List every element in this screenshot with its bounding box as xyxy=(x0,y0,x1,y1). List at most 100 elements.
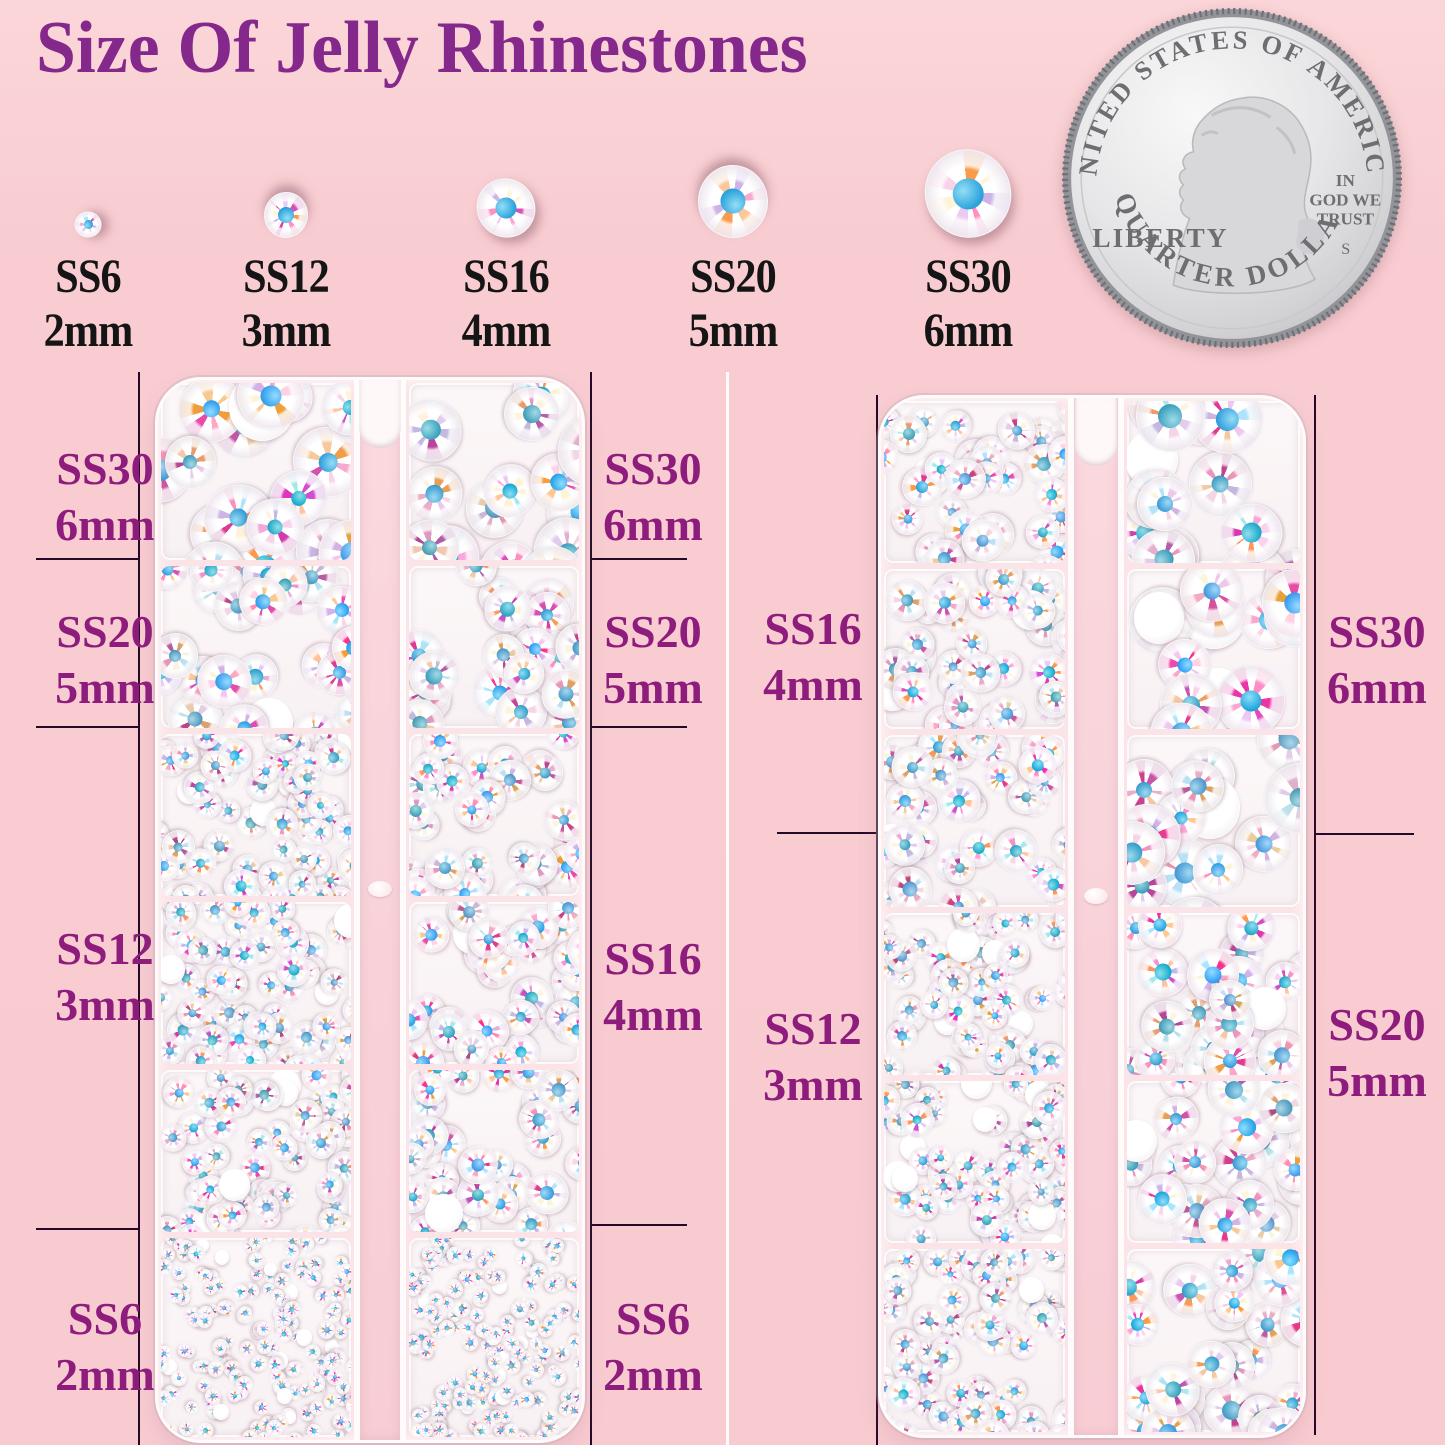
stone-center-facet xyxy=(297,879,308,889)
stone-center-facet xyxy=(328,1398,335,1404)
stone-center-facet xyxy=(423,1427,429,1433)
stone-center-facet xyxy=(464,1275,471,1283)
rhinestone-box-2 xyxy=(878,395,1306,1438)
rhinestone xyxy=(409,512,466,560)
rhinestone xyxy=(195,1421,215,1437)
rhinestone xyxy=(333,1325,348,1340)
stone-center-facet xyxy=(424,1084,436,1095)
stone-center-facet xyxy=(438,861,452,875)
stone-center-facet xyxy=(1277,973,1294,991)
stone-center-facet xyxy=(409,712,432,728)
box1-right-label-ss30: SS30 6mm xyxy=(592,441,714,553)
stone-center-facet xyxy=(998,705,1015,722)
stone-center-facet xyxy=(225,1097,237,1108)
stone-center-facet xyxy=(576,1361,579,1369)
stone-center-facet xyxy=(979,1212,994,1227)
stone-center-facet xyxy=(1127,1062,1136,1075)
sample-size: 2mm xyxy=(43,304,134,357)
stone-center-facet xyxy=(413,1053,433,1064)
stone-center-facet xyxy=(884,415,891,430)
stone-center-facet xyxy=(482,1373,489,1379)
stone-center-facet xyxy=(161,1264,169,1271)
stone-center-facet xyxy=(308,1273,317,1282)
stone-center-facet xyxy=(994,1051,1002,1060)
stone-center-facet xyxy=(237,1289,243,1295)
rhinestone xyxy=(512,1238,532,1249)
stone-center-facet xyxy=(503,1387,511,1395)
label-size: 5mm xyxy=(1327,1055,1427,1106)
stone-center-facet xyxy=(465,1042,478,1055)
size-group-divider xyxy=(590,726,687,728)
stone-center-facet xyxy=(211,1151,221,1162)
stone-center-facet xyxy=(1258,1315,1278,1334)
stone-center-facet xyxy=(719,187,747,216)
stone-center-facet xyxy=(465,1325,471,1331)
stone-center-facet xyxy=(1277,735,1300,751)
stone-center-facet xyxy=(166,1428,173,1434)
stone-center-facet xyxy=(201,1317,208,1324)
stone-center-facet xyxy=(323,1326,330,1334)
rhinestone xyxy=(161,566,190,591)
stone-center-facet xyxy=(212,669,237,694)
sample-size: 5mm xyxy=(688,304,779,357)
stone-center-facet xyxy=(547,1423,554,1431)
box1-left-label-ss20: SS20 5mm xyxy=(30,604,180,716)
stone-center-facet xyxy=(212,1365,220,1372)
label-code: SS12 xyxy=(764,1003,862,1054)
label-size: 3mm xyxy=(763,1059,863,1110)
stone-center-facet xyxy=(556,812,572,828)
rhinestone xyxy=(973,1107,997,1132)
stone-center-facet xyxy=(268,870,280,883)
stone-center-facet xyxy=(533,1367,539,1373)
box-latch-tab xyxy=(359,380,401,448)
rhinestone xyxy=(569,1354,579,1376)
size-group-divider xyxy=(36,558,140,560)
stone-center-facet xyxy=(522,1216,540,1232)
stone-center-facet xyxy=(941,1065,951,1075)
stone-center-facet xyxy=(173,841,184,853)
stone-center-facet xyxy=(899,1081,911,1091)
stone-center-facet xyxy=(902,881,919,898)
label-code: SS6 xyxy=(615,1293,691,1344)
size-sample-ss12: SS12 3mm xyxy=(191,142,381,358)
rhinestone xyxy=(1051,827,1065,864)
stone-center-facet xyxy=(971,839,987,856)
stone-center-facet xyxy=(425,1251,431,1256)
stone-center-facet xyxy=(891,1284,904,1298)
stone-center-facet xyxy=(193,1250,200,1257)
stone-center-facet xyxy=(1152,548,1175,563)
stone-center-facet xyxy=(991,970,1001,981)
stone-center-facet xyxy=(1221,1081,1247,1103)
stone-center-facet xyxy=(947,172,989,215)
rhinestone xyxy=(284,1430,305,1437)
compartment-ss6 xyxy=(409,1238,579,1437)
stone-center-facet xyxy=(409,887,425,896)
stone-center-facet xyxy=(1156,1015,1179,1038)
stone-center-facet xyxy=(1000,994,1014,1007)
stone-center-facet xyxy=(884,1095,891,1108)
stone-center-facet xyxy=(181,1347,188,1354)
stone-center-facet xyxy=(446,1433,453,1437)
stone-center-facet xyxy=(346,1316,351,1323)
box1-left-label-ss6: SS6 2mm xyxy=(30,1291,180,1403)
stone-center-facet xyxy=(564,1435,570,1437)
stone-center-facet xyxy=(299,1109,312,1123)
stone-center-facet xyxy=(936,1152,946,1163)
rhinestone xyxy=(1045,1422,1065,1432)
rhinestone xyxy=(565,1274,579,1293)
stone-center-facet xyxy=(315,448,342,476)
compartment-ss30 xyxy=(1127,569,1300,729)
rhinestone xyxy=(171,1264,187,1281)
stone-center-facet xyxy=(329,1358,335,1364)
stone-center-facet xyxy=(945,1270,955,1279)
stone-center-facet xyxy=(416,415,445,445)
stone-center-facet xyxy=(1235,1116,1258,1139)
stone-center-facet xyxy=(471,857,484,869)
stone-center-facet xyxy=(287,963,300,977)
stone-center-facet xyxy=(189,1156,201,1167)
stone-center-facet xyxy=(1253,833,1275,855)
stone-center-facet xyxy=(965,637,978,650)
stone-center-facet xyxy=(215,1119,228,1133)
stone-center-facet xyxy=(176,1270,182,1275)
